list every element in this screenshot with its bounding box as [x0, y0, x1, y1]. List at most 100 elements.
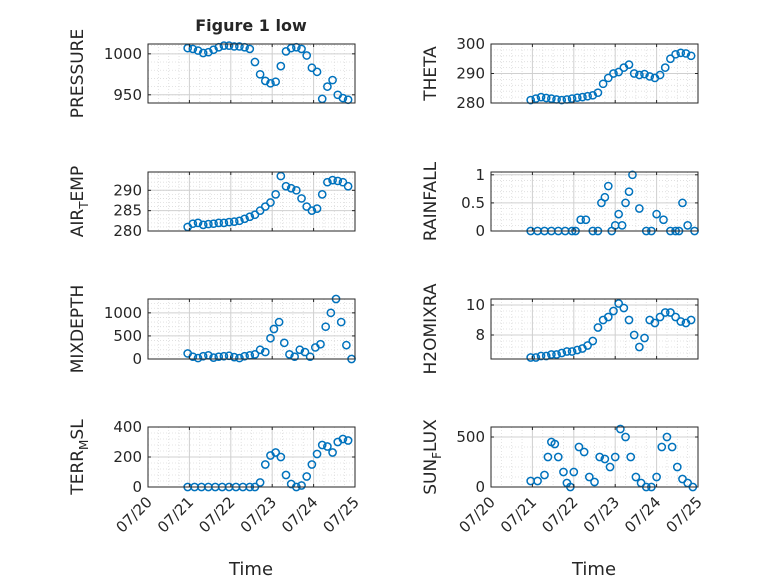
y-axis-label: H2OMIXRA: [421, 283, 441, 374]
data-point: [245, 44, 255, 54]
data-point: [640, 333, 649, 343]
data-point: [583, 341, 592, 350]
data-point: [266, 78, 275, 88]
data-point: [312, 67, 322, 77]
subplot-3: 280 285 290 AIRTEMP: [68, 166, 356, 240]
y-axis-label-subscript: M: [77, 440, 91, 450]
data-point: [307, 206, 317, 216]
data-point: [655, 70, 665, 80]
data-point: [260, 76, 270, 86]
series-markers: [526, 424, 698, 492]
minor-grid: [491, 298, 698, 360]
data-point: [605, 462, 615, 472]
y-tick-label: 280: [456, 94, 485, 112]
data-point: [297, 481, 306, 490]
data-point: [681, 49, 691, 58]
data-point: [317, 440, 327, 450]
data-point: [619, 303, 629, 313]
data-point: [629, 330, 639, 340]
y-axis-label: SUNFLUX: [421, 419, 444, 495]
data-point: [526, 476, 536, 486]
data-point: [547, 350, 556, 359]
data-point: [260, 460, 270, 469]
y-tick-label: 1000: [104, 304, 142, 322]
data-point: [541, 93, 551, 103]
series-markers: [183, 171, 353, 232]
y-tick-label: 10: [466, 296, 485, 314]
data-point: [297, 44, 306, 54]
y-axis-label-part: TERR: [68, 450, 88, 496]
data-point: [624, 187, 634, 197]
data-point: [547, 94, 556, 103]
data-point: [686, 51, 696, 61]
series-markers: [526, 299, 696, 362]
data-point: [271, 77, 280, 87]
data-point: [316, 339, 325, 349]
series-markers: [526, 48, 696, 105]
y-tick-label: 1: [475, 166, 485, 184]
data-point: [317, 94, 327, 104]
data-point: [567, 94, 577, 103]
series-markers: [183, 434, 353, 492]
data-point: [240, 351, 249, 361]
data-point: [652, 472, 661, 482]
data-point: [588, 336, 598, 346]
y-axis-label-part: AIR: [68, 209, 88, 238]
axes-box: [147, 171, 356, 232]
data-point: [614, 209, 624, 219]
data-point: [671, 49, 680, 59]
data-point: [531, 94, 541, 103]
data-point: [624, 60, 634, 70]
data-point: [666, 308, 675, 317]
data-point: [603, 181, 613, 191]
data-point: [645, 72, 655, 81]
data-point: [590, 477, 599, 487]
data-point: [250, 210, 260, 220]
data-point: [652, 209, 661, 219]
data-point: [572, 345, 582, 355]
data-point: [614, 299, 624, 308]
data-point: [676, 48, 686, 58]
y-tick-label: 300: [456, 35, 485, 53]
data-point: [271, 448, 280, 457]
data-point: [204, 219, 213, 229]
data-point: [583, 91, 592, 101]
data-point: [302, 472, 312, 481]
data-point: [250, 350, 260, 359]
data-point: [198, 351, 208, 361]
data-point: [650, 318, 660, 328]
data-point: [526, 95, 536, 105]
data-point: [214, 352, 224, 362]
data-point: [297, 194, 306, 203]
data-point: [667, 442, 677, 452]
data-point: [562, 347, 572, 356]
data-point: [255, 206, 265, 216]
data-point: [219, 218, 229, 228]
y-tick-label: 8: [475, 326, 485, 344]
subplot-1: 950 1000 PRESSURE: [68, 29, 356, 118]
data-point: [578, 92, 587, 102]
y-tick-label: 290: [456, 65, 485, 83]
data-point: [266, 333, 275, 343]
axes-box: [490, 426, 699, 488]
data-point: [617, 221, 627, 230]
x-tick-label: 07/23: [580, 493, 623, 536]
data-point: [600, 454, 610, 464]
y-axis-label-subscript: T: [77, 201, 91, 210]
data-point: [635, 70, 644, 80]
data-point: [307, 460, 317, 469]
data-point: [245, 212, 255, 222]
data-point: [600, 192, 610, 202]
data-point: [328, 448, 337, 457]
x-axis-label-left: Time: [228, 559, 273, 580]
data-point: [240, 214, 249, 224]
y-axis-label: THETA: [421, 46, 441, 102]
data-point: [672, 462, 682, 472]
data-point: [686, 315, 696, 325]
data-point: [260, 202, 270, 211]
data-point: [276, 61, 286, 71]
data-point: [235, 216, 244, 226]
data-point: [312, 449, 322, 459]
y-tick-label: 950: [113, 86, 142, 104]
y-axis-label-part: SL: [68, 419, 88, 440]
